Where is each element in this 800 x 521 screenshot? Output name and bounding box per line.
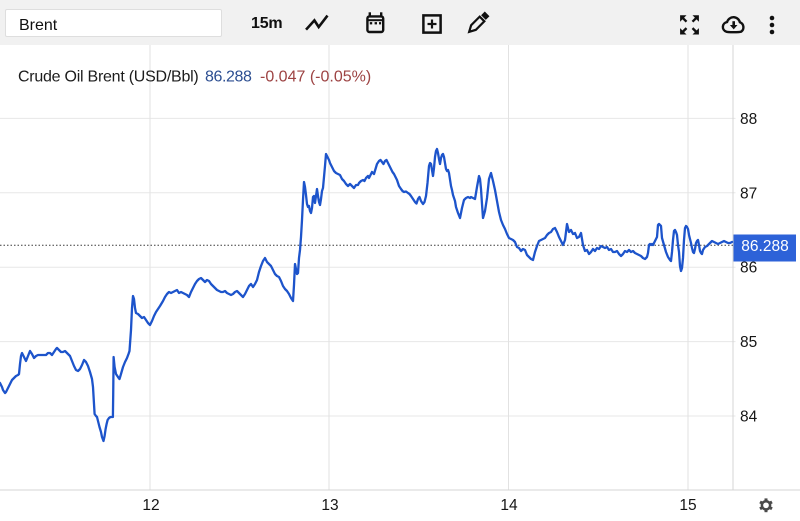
svg-text:12: 12 [142, 497, 159, 514]
svg-text:-0.047 (-0.05%): -0.047 (-0.05%) [260, 69, 371, 86]
svg-text:86.288: 86.288 [741, 238, 788, 255]
svg-text:14: 14 [500, 497, 518, 514]
svg-text:15: 15 [679, 497, 696, 514]
svg-text:86.288: 86.288 [205, 69, 252, 86]
svg-text:88: 88 [740, 111, 757, 128]
svg-text:84: 84 [740, 409, 758, 426]
svg-text:13: 13 [321, 497, 338, 514]
svg-text:87: 87 [740, 185, 757, 202]
svg-text:85: 85 [740, 334, 757, 351]
svg-text:86: 86 [740, 260, 757, 277]
svg-text:Crude Oil Brent (USD/Bbl): Crude Oil Brent (USD/Bbl) [18, 69, 198, 86]
